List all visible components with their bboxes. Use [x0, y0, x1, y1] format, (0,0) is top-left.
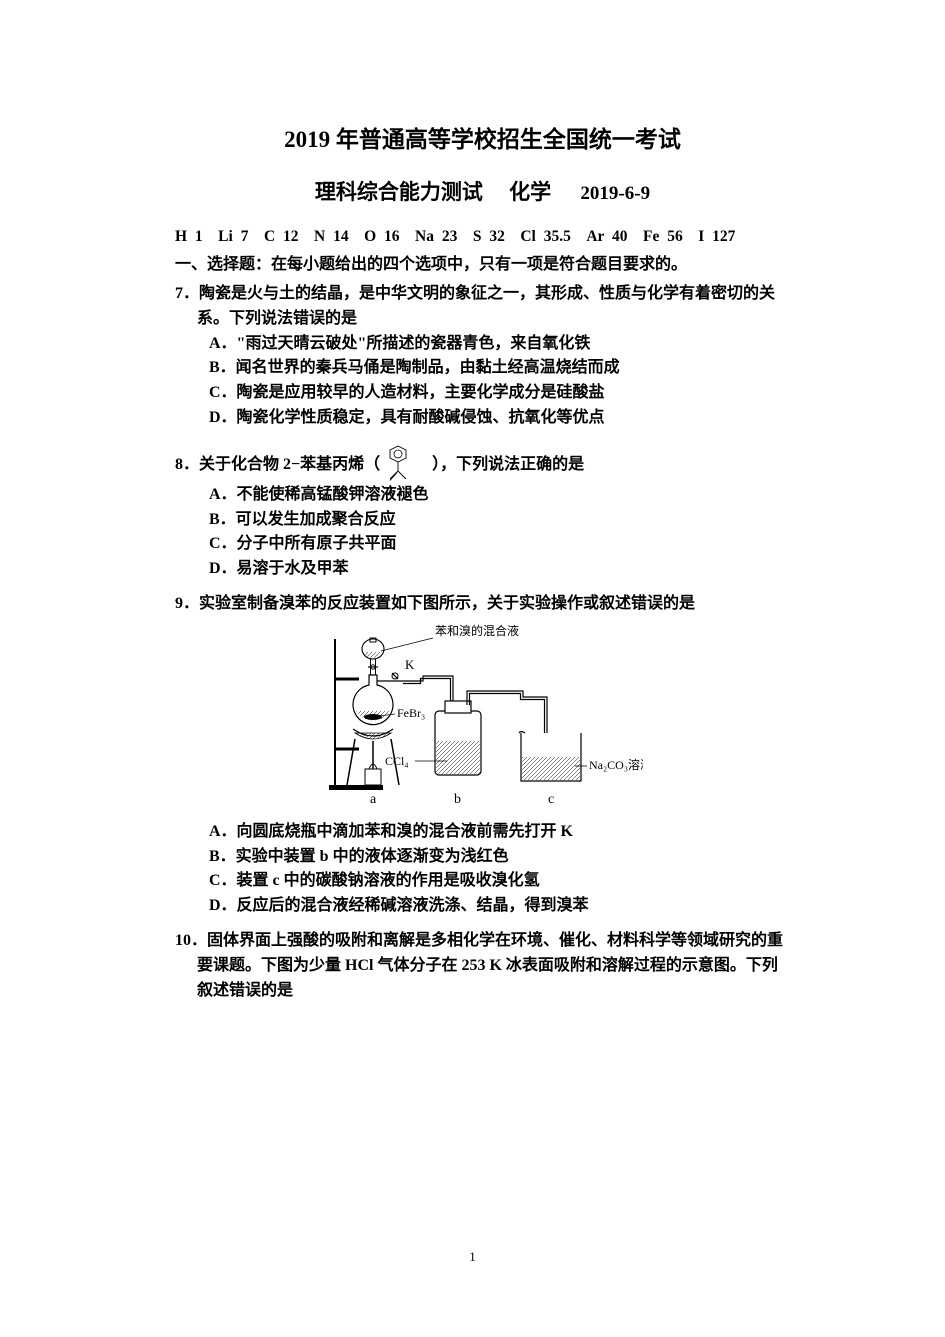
q8-stem-line: 8． 关于化合物 2−苯基丙烯（ ），下列说法正确的是: [175, 441, 790, 483]
title-sub-date: 2019-6-9: [580, 183, 650, 204]
q10-num: 10．: [175, 932, 207, 949]
q8-options: A．不能使稀高锰酸钾溶液褪色 B．可以发生加成聚合反应 C．分子中所有原子共平面…: [175, 483, 790, 582]
label-ccl4: CCl₄: [385, 754, 409, 768]
label-na2co3: Na₂CO₃溶液: [589, 757, 643, 772]
q8-option-a: A．不能使稀高锰酸钾溶液褪色: [209, 483, 790, 508]
q7-num: 7．: [175, 285, 199, 302]
question-9: 9．实验室制备溴苯的反应装置如下图所示，关于实验操作或叙述错误的是: [175, 592, 790, 919]
molecule-icon: [384, 441, 428, 483]
label-c: c: [548, 792, 554, 807]
q8-option-b: B．可以发生加成聚合反应: [209, 508, 790, 533]
label-a: a: [370, 792, 377, 807]
q8-post-text: ），下列说法正确的是: [432, 450, 584, 474]
q8-pre-text: 关于化合物 2−苯基丙烯（: [199, 450, 380, 474]
q10-stem: 10．固体界面上强酸的吸附和离解是多相化学在环境、催化、材料科学等领域研究的重要…: [175, 929, 790, 1003]
title-main: 2019 年普通高等学校招生全国统一考试: [175, 120, 790, 154]
q7-option-c: C．陶瓷是应用较早的人造材料，主要化学成分是硅酸盐: [209, 381, 790, 406]
q9-option-d: D．反应后的混合液经稀碱溶液洗涤、结晶，得到溴苯: [209, 894, 790, 919]
q8-option-c: C．分子中所有原子共平面: [209, 532, 790, 557]
question-7: 7．陶瓷是火与土的结晶，是中华文明的象征之一，其形成、性质与化学有着密切的关系。…: [175, 282, 790, 431]
title-sub: 理科综合能力测试 化学 2019-6-9: [175, 176, 790, 206]
q7-options: A．"雨过天晴云破处"所描述的瓷器青色，来自氧化铁 B．闻名世界的秦兵马俑是陶制…: [175, 332, 790, 431]
label-top: 苯和溴的混合液: [435, 623, 519, 638]
label-k: K: [405, 657, 415, 672]
title-sub-main: 理科综合能力测试 化学: [315, 180, 551, 204]
q9-options: A．向圆底烧瓶中滴加苯和溴的混合液前需先打开 K B．实验中装置 b 中的液体逐…: [175, 820, 790, 919]
apparatus-diagram: 苯和溴的混合液 K FeBr₃ CCl₄ Na₂CO₃溶液 a b c: [175, 621, 790, 816]
question-8: 8． 关于化合物 2−苯基丙烯（ ），下列说法正确的是 A．不能使稀高锰酸钾溶液…: [175, 441, 790, 582]
q7-stem: 7．陶瓷是火与土的结晶，是中华文明的象征之一，其形成、性质与化学有着密切的关系。…: [175, 282, 790, 332]
q10-stem-text: 固体界面上强酸的吸附和离解是多相化学在环境、催化、材料科学等领域研究的重要课题。…: [197, 932, 783, 999]
q8-num: 8．: [175, 450, 199, 474]
label-febr3: FeBr₃: [397, 706, 425, 720]
q9-option-a: A．向圆底烧瓶中滴加苯和溴的混合液前需先打开 K: [209, 820, 790, 845]
q9-option-c: C．装置 c 中的碳酸钠溶液的作用是吸收溴化氢: [209, 869, 790, 894]
q9-option-b: B．实验中装置 b 中的液体逐渐变为浅红色: [209, 845, 790, 870]
q9-stem-text: 实验室制备溴苯的反应装置如下图所示，关于实验操作或叙述错误的是: [199, 595, 695, 612]
q7-option-b: B．闻名世界的秦兵马俑是陶制品，由黏土经高温烧结而成: [209, 356, 790, 381]
q7-option-d: D．陶瓷化学性质稳定，具有耐酸碱侵蚀、抗氧化等优点: [209, 406, 790, 431]
question-10: 10．固体界面上强酸的吸附和离解是多相化学在环境、催化、材料科学等领域研究的重要…: [175, 929, 790, 1003]
q9-stem: 9．实验室制备溴苯的反应装置如下图所示，关于实验操作或叙述错误的是: [175, 592, 790, 617]
q7-option-a: A．"雨过天晴云破处"所描述的瓷器青色，来自氧化铁: [209, 332, 790, 357]
label-b: b: [454, 792, 461, 807]
q8-option-d: D．易溶于水及甲苯: [209, 557, 790, 582]
section-header: 一、选择题：在每小题给出的四个选项中，只有一项是符合题目要求的。: [175, 250, 790, 274]
q7-stem-text: 陶瓷是火与土的结晶，是中华文明的象征之一，其形成、性质与化学有着密切的关系。下列…: [197, 285, 775, 327]
page-number: 1: [0, 1249, 945, 1265]
q9-num: 9．: [175, 595, 199, 612]
atomic-masses: H 1 Li 7 C 12 N 14 O 16 Na 23 S 32 Cl 35…: [175, 224, 790, 246]
